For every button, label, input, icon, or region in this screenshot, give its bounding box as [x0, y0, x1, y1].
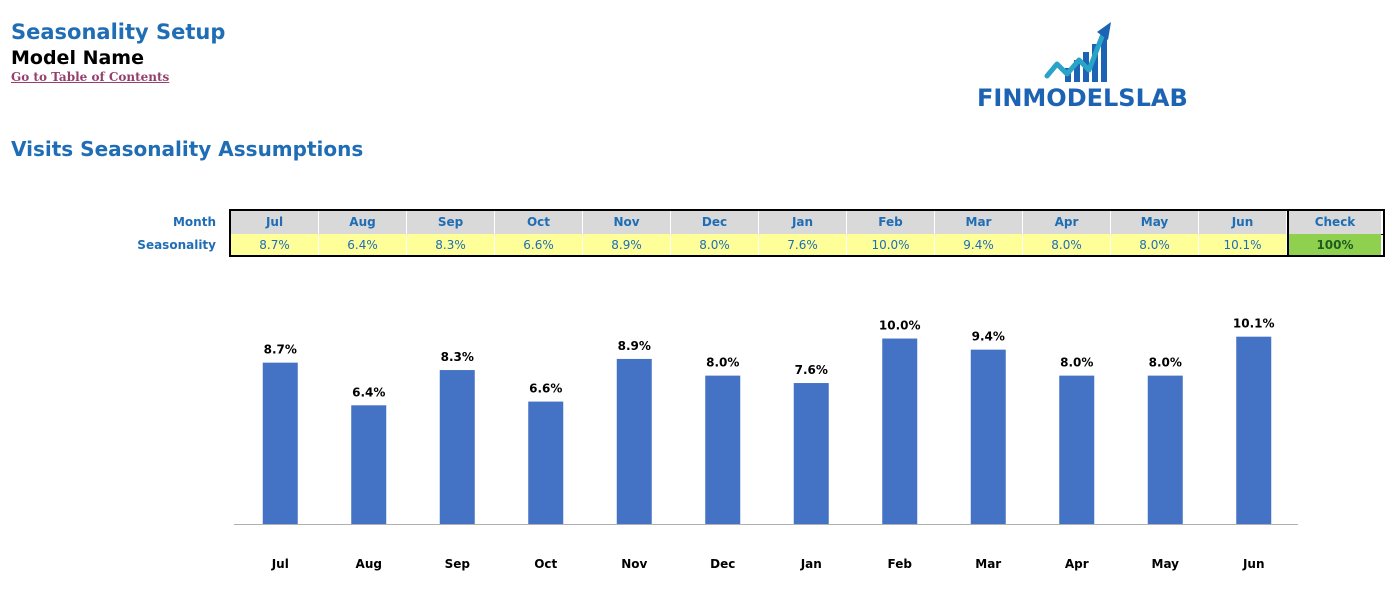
month-header-feb: Feb: [847, 211, 935, 234]
model-name: Model Name: [11, 47, 144, 69]
data-label-jan: 7.6%: [795, 363, 828, 377]
bar-jul: [262, 362, 298, 524]
data-label-may: 8.0%: [1149, 356, 1182, 370]
data-label-aug: 6.4%: [352, 385, 385, 399]
month-header-aug: Aug: [319, 211, 407, 234]
growth-chart-icon: [1044, 22, 1111, 82]
x-tick-label-apr: Apr: [1065, 557, 1089, 571]
bar-dec: [705, 375, 741, 524]
month-header-dec: Dec: [671, 211, 759, 234]
seasonality-input-may[interactable]: 8.0%: [1111, 234, 1199, 255]
data-label-nov: 8.9%: [618, 339, 651, 353]
data-label-feb: 10.0%: [879, 319, 921, 333]
data-label-apr: 8.0%: [1060, 356, 1093, 370]
month-row-label: Month: [172, 215, 216, 229]
data-label-jun: 10.1%: [1233, 317, 1275, 331]
bar-jun: [1236, 336, 1272, 524]
x-tick-label-nov: Nov: [621, 557, 647, 571]
seasonality-input-jun[interactable]: 10.1%: [1199, 234, 1287, 255]
seasonality-input-oct[interactable]: 6.6%: [495, 234, 583, 255]
bar-nov: [616, 358, 652, 524]
finmodelslab-logo: FINMODELSLAB: [975, 16, 1205, 112]
bar-sep: [439, 370, 475, 524]
seasonality-table: Jul 8.7% Aug 6.4% Sep 8.3% Oct 6.6% Nov 8.9% Dec 8.…: [229, 209, 1385, 257]
x-tick-label-aug: Aug: [356, 557, 382, 571]
toc-link[interactable]: Go to Table of Contents: [11, 70, 170, 84]
month-header-jan: Jan: [759, 211, 847, 234]
seasonality-input-sep[interactable]: 8.3%: [407, 234, 495, 255]
month-header-jul: Jul: [231, 211, 319, 234]
month-header-oct: Oct: [495, 211, 583, 234]
month-header-nov: Nov: [583, 211, 671, 234]
x-tick-label-sep: Sep: [445, 557, 471, 571]
data-label-oct: 6.6%: [529, 382, 562, 396]
bar-aug: [351, 405, 387, 524]
check-value: 100%: [1287, 234, 1381, 255]
data-label-jul: 8.7%: [264, 343, 297, 357]
month-header-sep: Sep: [407, 211, 495, 234]
bar-feb: [882, 338, 918, 524]
data-label-dec: 8.0%: [706, 356, 739, 370]
x-tick-label-jul: Jul: [271, 557, 289, 571]
page-title: Seasonality Setup: [11, 20, 226, 44]
x-tick-label-jan: Jan: [800, 557, 822, 571]
bar-may: [1147, 375, 1183, 524]
seasonality-input-aug[interactable]: 6.4%: [319, 234, 407, 255]
seasonality-input-apr[interactable]: 8.0%: [1023, 234, 1111, 255]
check-header: Check: [1287, 211, 1381, 234]
bar-oct: [528, 401, 564, 524]
seasonality-input-dec[interactable]: 8.0%: [671, 234, 759, 255]
x-tick-label-feb: Feb: [888, 557, 913, 571]
x-tick-label-jun: Jun: [1242, 557, 1265, 571]
seasonality-input-jul[interactable]: 8.7%: [231, 234, 319, 255]
logo-text: FINMODELSLAB: [977, 84, 1188, 112]
x-tick-label-may: May: [1152, 557, 1180, 571]
seasonality-bar-chart: 8.7% Jul 6.4% Aug 8.3% Sep 6.6% Oct 8.9% Nov 8.0% D…: [234, 317, 1298, 571]
month-header-jun: Jun: [1199, 211, 1287, 234]
data-label-sep: 8.3%: [441, 350, 474, 364]
section-title: Visits Seasonality Assumptions: [11, 137, 364, 161]
month-header-may: May: [1111, 211, 1199, 234]
month-header-apr: Apr: [1023, 211, 1111, 234]
data-label-mar: 9.4%: [972, 330, 1005, 344]
seasonality-input-nov[interactable]: 8.9%: [583, 234, 671, 255]
seasonality-input-mar[interactable]: 9.4%: [935, 234, 1023, 255]
bar-mar: [970, 349, 1006, 524]
bar-jan: [793, 383, 829, 524]
x-tick-label-oct: Oct: [534, 557, 557, 571]
seasonality-input-feb[interactable]: 10.0%: [847, 234, 935, 255]
month-header-mar: Mar: [935, 211, 1023, 234]
seasonality-row-label: Seasonality: [137, 238, 216, 252]
bar-apr: [1059, 375, 1095, 524]
x-tick-label-mar: Mar: [975, 557, 1001, 571]
x-tick-label-dec: Dec: [710, 557, 735, 571]
seasonality-input-jan[interactable]: 7.6%: [759, 234, 847, 255]
